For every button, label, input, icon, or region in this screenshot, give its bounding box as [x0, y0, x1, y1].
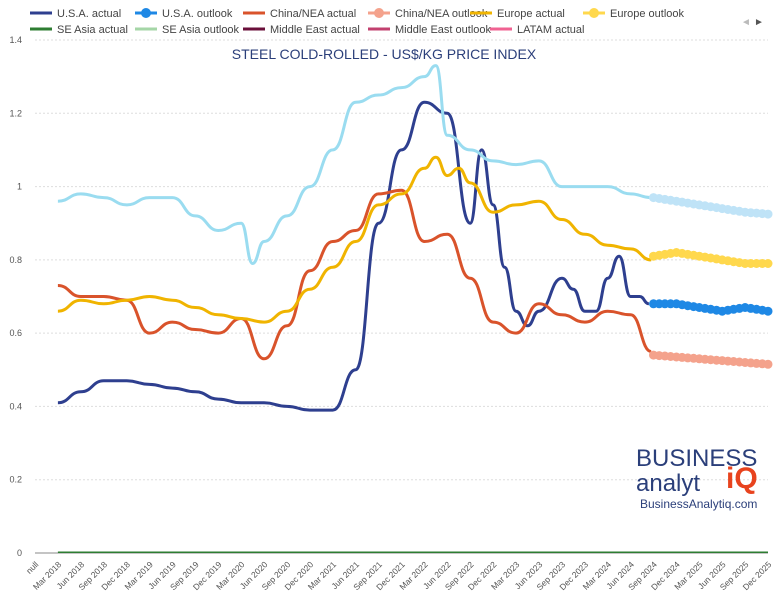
legend-swatch-dot	[141, 8, 151, 18]
y-tick-label: 1.2	[9, 108, 22, 118]
legend-item[interactable]: China/NEA actual	[243, 8, 356, 20]
series-line-u-s-a-actual	[57, 100, 650, 412]
pager-prev-icon[interactable]: ◄	[741, 17, 751, 28]
legend-item[interactable]: China/NEA outlook	[368, 8, 488, 20]
series-line-europe-actual	[57, 155, 652, 324]
legend-label: Middle East actual	[270, 24, 360, 36]
legend: U.S.A. actual U.S.A. outlook China/NEA act…	[30, 8, 684, 36]
series-latam-outlook-light	[649, 193, 773, 219]
legend-item[interactable]: SE Asia actual	[30, 24, 128, 36]
series-line-latam-outlook-unlabeled-light-blue	[57, 64, 652, 265]
legend-label: China/NEA outlook	[395, 8, 488, 20]
legend-label: U.S.A. outlook	[162, 8, 233, 20]
legend-item[interactable]: SE Asia outlook	[135, 24, 240, 36]
legend-label: Middle East outlook	[395, 24, 491, 36]
chart-title: STEEL COLD-ROLLED - US$/KG PRICE INDEX	[232, 46, 537, 62]
legend-item[interactable]: U.S.A. actual	[30, 8, 121, 20]
series-line-china-nea-actual	[57, 188, 652, 361]
y-tick-label: 0	[17, 548, 22, 558]
logo-word-analyt: analyt	[636, 470, 700, 497]
series-china-nea-outlook	[649, 350, 773, 369]
data-point-europe-outlook	[763, 259, 773, 268]
y-tick-label: 1	[17, 182, 22, 192]
businessanalytiq-logo: BUSINESS analyt iQ BusinessAnalytiq.com	[636, 445, 758, 511]
y-tick-label: 0.2	[9, 475, 22, 485]
legend-item[interactable]: LATAM actual	[490, 24, 584, 36]
legend-item[interactable]: U.S.A. outlook	[135, 8, 233, 20]
y-tick-label: 0.8	[9, 255, 22, 265]
logo-mark: iQ	[726, 462, 758, 495]
legend-label: Europe actual	[497, 8, 565, 20]
series-u-s-a-outlook	[649, 299, 773, 316]
legend-label: U.S.A. actual	[57, 8, 121, 20]
y-tick-label: 0.6	[9, 328, 22, 338]
data-point-u-s-a-outlook	[763, 306, 773, 316]
legend-pager[interactable]: ◄ ►	[741, 17, 764, 28]
legend-label: Europe outlook	[610, 8, 684, 20]
series-group	[57, 64, 773, 554]
data-point-china-nea-outlook	[763, 359, 773, 369]
legend-item[interactable]: Middle East actual	[243, 24, 360, 36]
legend-item[interactable]: Middle East outlook	[368, 24, 491, 36]
legend-item[interactable]: Europe actual	[470, 8, 565, 20]
legend-label: LATAM actual	[517, 24, 584, 36]
pager-next-icon[interactable]: ►	[754, 17, 764, 28]
logo-url: BusinessAnalytiq.com	[640, 497, 757, 511]
legend-label: China/NEA actual	[270, 8, 356, 20]
y-tick-label: 1.4	[9, 35, 22, 45]
legend-swatch-dot	[589, 8, 599, 18]
legend-item[interactable]: Europe outlook	[583, 8, 684, 20]
legend-label: SE Asia outlook	[162, 24, 240, 36]
data-point-latam-outlook-light	[763, 209, 773, 219]
logo-word-business: BUSINESS	[636, 445, 757, 472]
y-tick-label: 0.4	[9, 401, 22, 411]
legend-swatch-dot	[374, 8, 384, 18]
series-europe-outlook	[649, 248, 773, 268]
x-tick-label: null	[24, 559, 41, 576]
legend-label: SE Asia actual	[57, 24, 128, 36]
y-axis-ticks: 0 0.2 0.4 0.6 0.8 1 1.2 1.4	[9, 35, 22, 558]
